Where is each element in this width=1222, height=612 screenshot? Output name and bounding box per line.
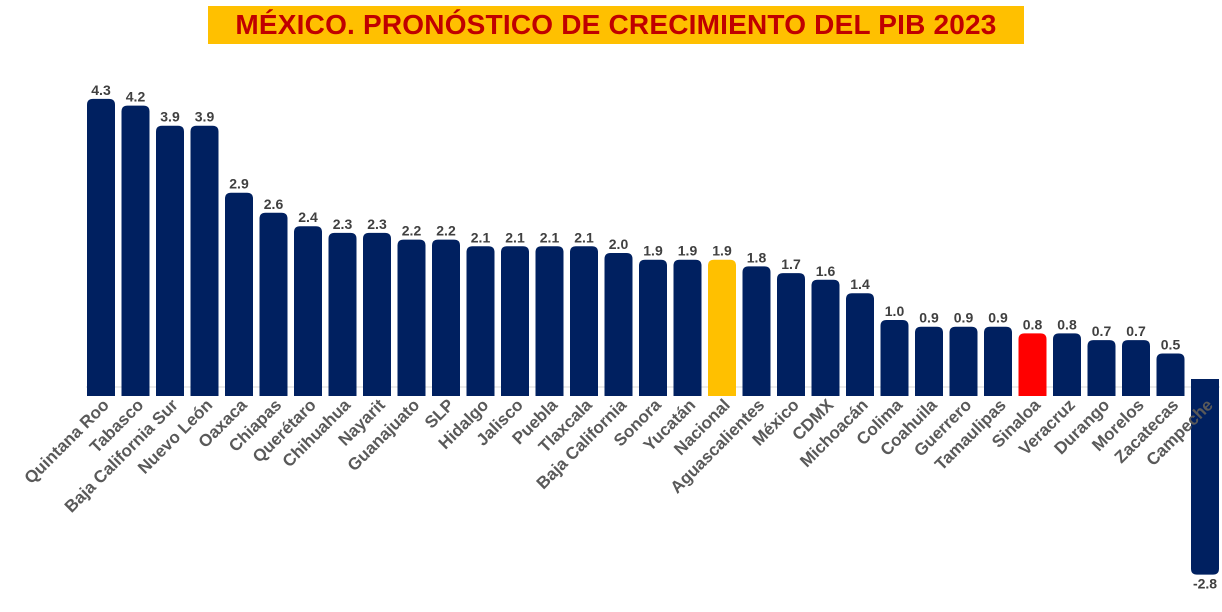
bar-chihuahua: [328, 232, 357, 396]
value-label-tabasco: 4.2: [126, 89, 146, 105]
bar-guanajuato: [397, 239, 426, 396]
value-label-veracruz: 0.8: [1057, 316, 1077, 332]
value-label-aguascalientes: 1.8: [747, 249, 767, 265]
value-label-quintana-roo: 4.3: [91, 82, 111, 98]
bar-baja-california-sur: [156, 125, 184, 396]
value-label-sonora: 1.9: [643, 243, 663, 259]
bar-morelos: [1122, 340, 1150, 396]
value-label-yucat-n: 1.9: [678, 243, 698, 259]
value-label-durango: 0.7: [1092, 323, 1112, 339]
bar-campeche: [1191, 379, 1219, 575]
bar-nuevo-le-n: [190, 125, 219, 396]
value-label-oaxaca: 2.9: [229, 176, 249, 192]
bar-nayarit: [363, 232, 391, 396]
value-label-slp: 2.2: [436, 223, 456, 239]
value-label-colima: 1.0: [885, 303, 905, 319]
value-labels-group: 4.3 4.2 3.9 3.9 2.9 2.6 2.4 2.3 2.3 2.2 2.2 2.1 2.1 2…: [91, 82, 1217, 592]
bar-hidalgo: [466, 246, 495, 396]
bar-veracruz: [1053, 333, 1081, 396]
value-label-guerrero: 0.9: [954, 310, 974, 326]
bar-michoac-n: [846, 293, 874, 396]
value-label-m-xico: 1.7: [781, 256, 801, 272]
bar-quintana-roo: [87, 98, 115, 397]
value-label-hidalgo: 2.1: [471, 229, 491, 245]
bar-aguascalientes: [742, 266, 771, 396]
bar-yucat-n: [673, 259, 702, 396]
bar-tamaulipas: [984, 326, 1012, 396]
value-label-quer-taro: 2.4: [298, 209, 318, 225]
value-label-campeche: -2.8: [1193, 576, 1217, 592]
value-label-guanajuato: 2.2: [402, 223, 422, 239]
value-label-puebla: 2.1: [540, 229, 560, 245]
bar-tlaxcala: [570, 246, 598, 396]
value-label-cdmx: 1.6: [816, 263, 836, 279]
bar-colima: [880, 320, 909, 396]
bar-cdmx: [811, 279, 840, 396]
value-label-chiapas: 2.6: [264, 196, 284, 212]
value-label-michoac-n: 1.4: [850, 276, 870, 292]
value-label-coahuila: 0.9: [919, 310, 939, 326]
value-label-chihuahua: 2.3: [333, 216, 353, 232]
chart-title: MÉXICO. PRONÓSTICO DE CRECIMIENTO DEL PI…: [235, 9, 997, 40]
value-label-baja-california: 2.0: [609, 236, 629, 252]
bar-m-xico: [777, 273, 805, 396]
value-label-nacional: 1.9: [712, 243, 732, 259]
value-label-jalisco: 2.1: [505, 229, 525, 245]
bar-coahuila: [915, 326, 943, 396]
bar-jalisco: [501, 246, 529, 396]
value-label-morelos: 0.7: [1126, 323, 1146, 339]
bar-zacatecas: [1156, 353, 1185, 396]
value-label-zacatecas: 0.5: [1161, 337, 1181, 353]
bar-guerrero: [949, 326, 978, 396]
bar-sinaloa: [1018, 333, 1047, 396]
bar-slp: [432, 239, 460, 396]
bar-puebla: [535, 246, 564, 396]
value-label-nuevo-le-n: 3.9: [195, 109, 215, 125]
bar-chiapas: [259, 212, 288, 396]
value-label-baja-california-sur: 3.9: [160, 109, 180, 125]
bar-oaxaca: [225, 192, 253, 396]
value-label-tlaxcala: 2.1: [574, 229, 594, 245]
bars-group: [87, 98, 1219, 575]
bar-tabasco: [121, 105, 150, 396]
value-label-sinaloa: 0.8: [1023, 316, 1043, 332]
bar-durango: [1087, 340, 1116, 396]
value-label-tamaulipas: 0.9: [988, 310, 1008, 326]
bar-baja-california: [604, 253, 633, 396]
bar-nacional: [708, 259, 736, 396]
bar-sonora: [639, 259, 667, 396]
value-label-nayarit: 2.3: [367, 216, 387, 232]
bar-quer-taro: [294, 226, 322, 396]
chart-title-banner: MÉXICO. PRONÓSTICO DE CRECIMIENTO DEL PI…: [208, 6, 1024, 44]
